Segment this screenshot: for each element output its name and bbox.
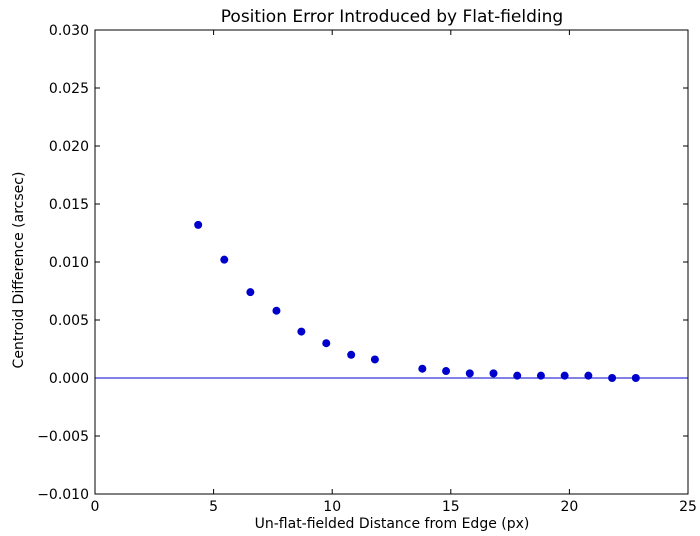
y-tick-label: 0.025 [49,81,89,97]
data-point [322,339,331,348]
data-point [220,255,229,264]
x-tick-label: 5 [209,499,218,515]
data-point [272,306,281,315]
data-point [608,374,617,382]
y-tick-label: 0.015 [49,197,89,213]
y-axis-ticks: −0.010 −0.005 0.000 0.005 0.010 0.015 0.020 0.0… [37,23,688,503]
data-point [194,220,203,229]
data-point [442,367,451,376]
x-tick-label: 0 [91,499,100,515]
y-tick-label: 0.005 [49,313,89,329]
data-point [370,355,379,364]
y-tick-label: 0.020 [49,139,89,155]
y-tick-label: 0.000 [49,371,89,387]
y-tick-label: −0.010 [37,487,89,503]
plot-area-frame [94,29,689,495]
data-point [246,288,255,297]
data-points [194,220,640,382]
y-tick-label: −0.005 [37,429,89,445]
x-axis-ticks: 0 5 10 15 20 25 [91,30,697,515]
y-tick-label: 0.030 [49,23,89,39]
x-tick-label: 10 [323,499,341,515]
data-point [347,350,356,359]
data-point [297,327,306,336]
y-tick-label: 0.010 [49,255,89,271]
x-axis-title: Un-flat-fielded Distance from Edge (px) [255,516,530,532]
x-tick-label: 25 [679,499,697,515]
data-point [465,369,474,378]
data-point [631,374,640,382]
data-point [489,369,498,378]
data-point [536,371,545,380]
y-axis-title: Centroid Difference (arcsec) [11,172,27,369]
data-point [584,371,593,380]
x-tick-label: 20 [560,499,578,515]
data-point [418,364,427,373]
data-point [560,371,569,380]
chart-title: Position Error Introduced by Flat-fieldi… [221,7,563,27]
x-tick-label: 15 [442,499,460,515]
data-point [513,371,522,380]
